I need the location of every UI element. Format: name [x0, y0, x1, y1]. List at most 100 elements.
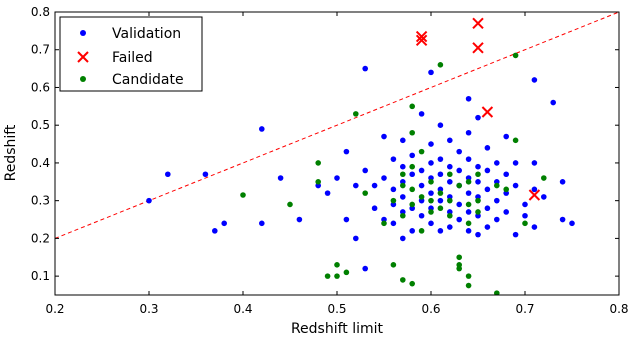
validation-point	[512, 231, 519, 238]
validation-point	[362, 167, 369, 174]
candidate-point	[465, 282, 472, 289]
legend-marker-failed	[77, 51, 89, 63]
failed-point	[528, 189, 541, 201]
candidate-point	[437, 205, 444, 212]
validation-point	[503, 133, 510, 140]
validation-point	[484, 205, 491, 212]
candidate-point	[475, 171, 481, 178]
validation-point	[418, 111, 425, 117]
y-axis-title: Redshift	[3, 124, 19, 181]
validation-point	[559, 216, 566, 223]
candidate-point	[390, 262, 397, 268]
candidate-point	[437, 190, 444, 196]
candidate-point	[465, 201, 472, 208]
candidate-point	[390, 197, 397, 204]
candidate-point	[418, 194, 425, 200]
validation-point	[343, 148, 350, 155]
validation-point	[484, 145, 491, 151]
validation-point	[531, 224, 538, 230]
validation-point	[362, 265, 369, 272]
candidate-point	[475, 209, 481, 215]
legend-label-validation: Validation	[112, 26, 181, 42]
validation-point	[456, 201, 463, 208]
candidate-point	[456, 265, 463, 272]
validation-point	[437, 171, 444, 178]
validation-point	[221, 220, 227, 227]
candidate-point	[447, 212, 453, 219]
legend: Validation Failed Candidate	[59, 16, 203, 92]
candidate-point	[475, 197, 481, 204]
validation-point	[371, 182, 378, 189]
candidate-point	[465, 179, 472, 185]
candidate-point	[465, 273, 472, 279]
candidate-point	[334, 273, 340, 279]
candidate-point	[503, 186, 510, 193]
validation-point	[400, 137, 406, 144]
candidate-point	[437, 62, 444, 68]
validation-point	[428, 220, 434, 227]
validation-point	[522, 212, 528, 219]
validation-point	[390, 156, 397, 162]
candidate-point	[428, 197, 434, 204]
x-tick-label: 0.3	[139, 302, 158, 316]
validation-point	[465, 156, 472, 162]
validation-point	[362, 65, 369, 72]
candidate-point	[315, 160, 322, 166]
validation-point	[494, 197, 500, 204]
failed-point	[415, 34, 428, 47]
candidate-point	[447, 171, 453, 178]
validation-point	[381, 175, 387, 181]
candidate-point	[428, 209, 434, 215]
validation-point	[343, 216, 350, 223]
candidate-point	[343, 269, 350, 276]
x-tick-label: 0.8	[609, 302, 628, 316]
validation-point	[409, 171, 416, 178]
legend-marker-validation	[80, 30, 86, 36]
y-tick-label: 0.4	[31, 156, 50, 170]
candidate-point	[456, 254, 463, 261]
validation-point	[494, 216, 500, 223]
validation-point	[531, 186, 538, 193]
candidate-point	[512, 52, 519, 59]
validation-point	[541, 194, 547, 200]
validation-point	[531, 77, 538, 83]
validation-point	[353, 235, 359, 242]
candidate-point	[409, 163, 416, 170]
validation-point	[371, 205, 378, 212]
validation-point	[400, 163, 406, 170]
y-tick-label: 0.6	[31, 80, 50, 94]
candidate-point	[400, 171, 406, 178]
candidate-point	[409, 280, 416, 287]
validation-point	[447, 137, 453, 144]
x-tick-label: 0.7	[515, 302, 534, 316]
validation-point	[146, 197, 152, 204]
candidate-point	[400, 182, 406, 189]
candidate-point	[409, 186, 416, 193]
validation-point	[334, 175, 340, 181]
validation-point	[165, 171, 171, 178]
validation-point	[390, 186, 397, 193]
candidate-point	[362, 190, 369, 196]
validation-point	[390, 220, 397, 227]
validation-point	[202, 171, 209, 178]
x-tick-label: 0.2	[45, 302, 64, 316]
y-tick-label: 0.7	[31, 43, 50, 57]
candidate-point	[512, 137, 519, 144]
validation-point	[400, 235, 406, 242]
validation-point	[465, 190, 472, 196]
candidate-point	[400, 212, 406, 219]
candidate-point	[456, 182, 463, 189]
validation-point	[465, 129, 472, 136]
validation-point	[559, 179, 566, 185]
legend-label-candidate: Candidate	[112, 72, 184, 88]
candidate-point	[381, 220, 387, 227]
validation-point	[550, 99, 556, 106]
validation-point	[296, 216, 303, 223]
legend-marker-candidate	[80, 76, 86, 82]
y-tick-label: 0.8	[31, 5, 50, 19]
candidate-point	[418, 148, 425, 155]
validation-point	[465, 95, 472, 102]
validation-point	[494, 160, 500, 166]
validation-point	[447, 224, 453, 230]
validation-point	[484, 186, 491, 193]
